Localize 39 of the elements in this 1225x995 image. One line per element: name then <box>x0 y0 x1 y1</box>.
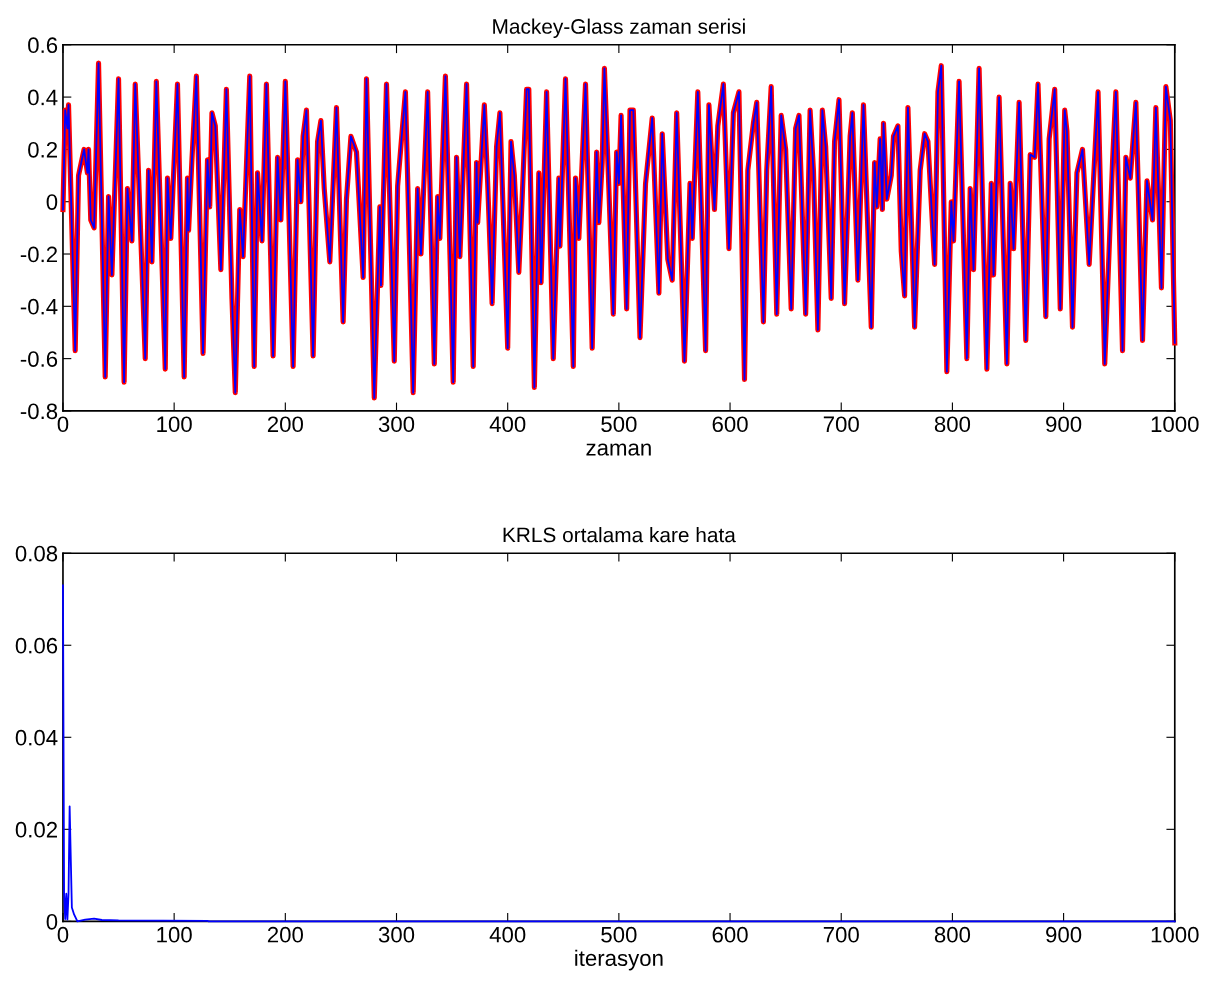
y-tick-label: 0.2 <box>28 141 57 158</box>
x-tick-label: 200 <box>267 416 303 433</box>
x-tick-label: 300 <box>378 416 415 433</box>
x-tick-label: 0 <box>57 416 69 433</box>
x-tick-label: 700 <box>823 926 859 943</box>
x-tick-label: 300 <box>378 926 415 943</box>
x-tick-label: 400 <box>489 926 526 943</box>
y-tick-label: 0.6 <box>28 37 58 54</box>
x-tick-label: 600 <box>712 416 748 433</box>
x-axis-title: zaman <box>586 443 651 456</box>
x-tick-label: 400 <box>489 416 526 433</box>
x-tick-label: 800 <box>934 926 971 943</box>
chart-title: KRLS ortalama kare hata <box>503 527 736 543</box>
x-tick-label: 1000 <box>1151 416 1199 433</box>
x-tick-label: 500 <box>601 416 637 433</box>
x-tick-label: 800 <box>934 416 971 433</box>
x-tick-label: 500 <box>601 926 637 943</box>
x-tick-label: 200 <box>267 926 303 943</box>
x-tick-label: 900 <box>1046 926 1082 943</box>
x-tick-label: 600 <box>712 926 748 943</box>
x-tick-label: 100 <box>157 926 192 943</box>
chart-title: Mackey-Glass zaman serisi <box>493 18 745 38</box>
y-tick-label: 0.08 <box>15 545 58 562</box>
y-tick-label: 0.4 <box>28 89 58 106</box>
x-tick-label: 1000 <box>1151 926 1199 943</box>
y-tick-label: -0.2 <box>20 246 57 263</box>
y-tick-label: 0 <box>46 194 58 210</box>
x-tick-label: 900 <box>1046 416 1082 433</box>
x-tick-label: 100 <box>157 416 192 433</box>
y-tick-label: 0.02 <box>15 821 57 838</box>
x-tick-label: 700 <box>823 416 859 433</box>
y-tick-label: -0.4 <box>20 298 58 315</box>
y-tick-label: 0.06 <box>15 637 58 654</box>
y-tick-label: 0.04 <box>15 729 58 746</box>
x-tick-label: 0 <box>57 926 69 943</box>
y-tick-label: 0 <box>46 913 58 930</box>
x-axis-title: iterasyon <box>575 949 663 971</box>
y-tick-label: -0.6 <box>20 351 58 367</box>
y-tick-label: -0.8 <box>20 403 58 420</box>
